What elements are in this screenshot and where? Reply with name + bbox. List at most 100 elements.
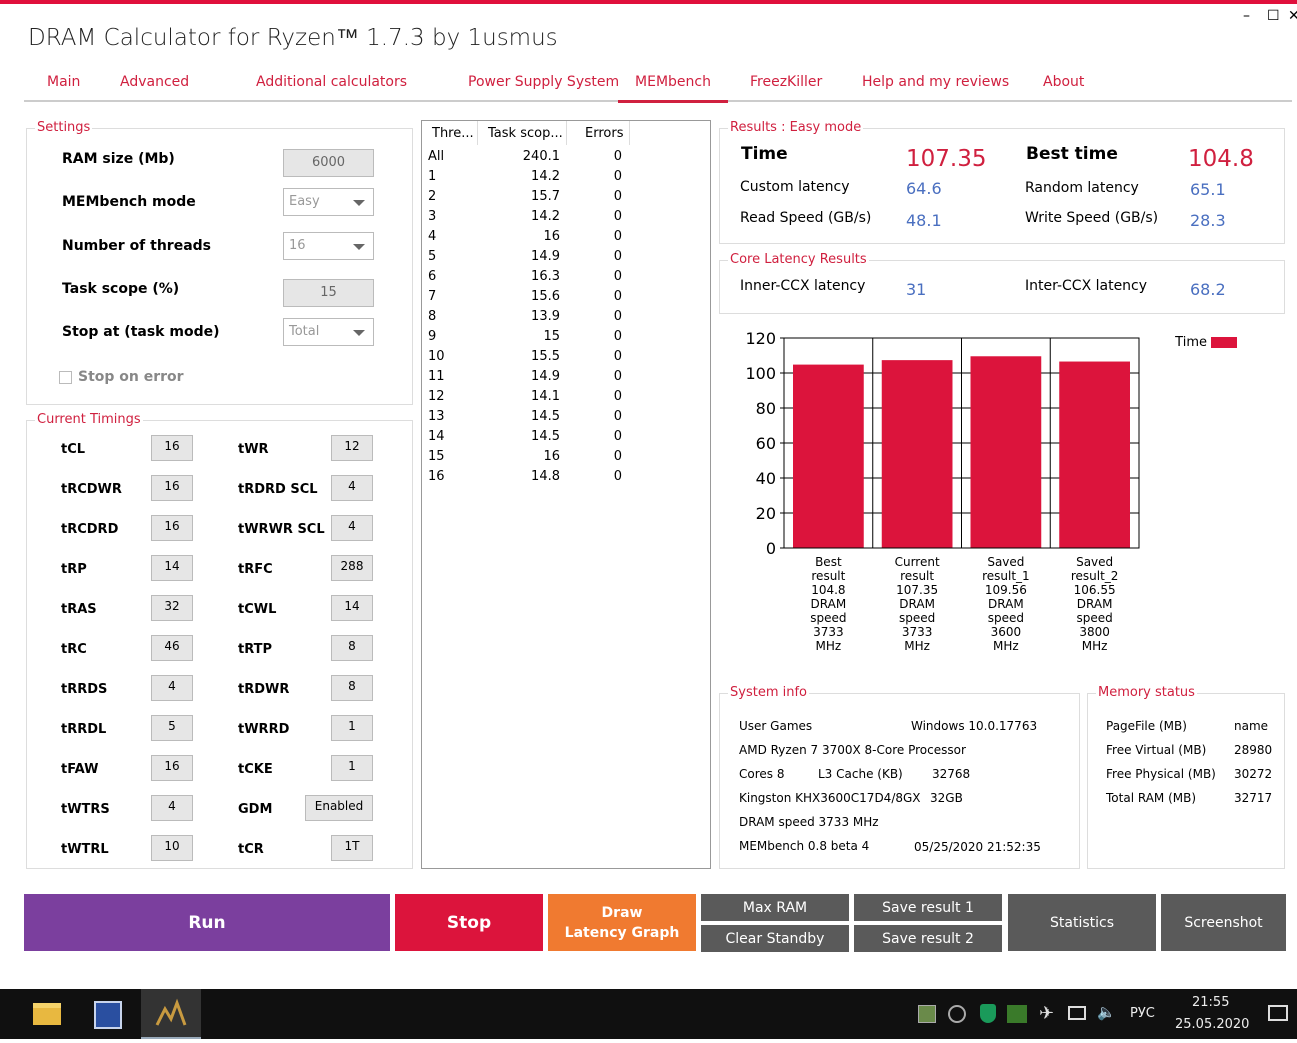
timing-value[interactable]: Enabled: [305, 795, 373, 821]
tray-monitor-icon[interactable]: [1068, 1006, 1086, 1020]
table-row[interactable]: 2 15.7 0: [422, 189, 710, 209]
memory-status-title: Memory status: [1096, 685, 1197, 700]
close-button[interactable]: ✕: [1288, 8, 1297, 24]
table-row[interactable]: 5 14.9 0: [422, 249, 710, 269]
timing-value[interactable]: 16: [151, 515, 193, 541]
timing-value[interactable]: 32: [151, 595, 193, 621]
tray-shield-icon[interactable]: [980, 1004, 996, 1023]
time-value: 107.35: [906, 146, 987, 172]
stop-button[interactable]: Stop: [395, 894, 543, 951]
tab-power-supply-system[interactable]: Power Supply System: [468, 74, 620, 90]
table-row[interactable]: 12 14.1 0: [422, 389, 710, 409]
timing-value[interactable]: 8: [331, 635, 373, 661]
timing-value[interactable]: 14: [151, 555, 193, 581]
header-threads[interactable]: Thre...: [432, 126, 474, 141]
table-row[interactable]: 15 16 0: [422, 449, 710, 469]
tray-nvidia-icon[interactable]: [1007, 1005, 1027, 1023]
maximize-button[interactable]: ☐: [1267, 8, 1280, 24]
timing-value[interactable]: 1: [331, 715, 373, 741]
tray-volume-icon[interactable]: 🔈: [1097, 1003, 1116, 1021]
timing-value[interactable]: 16: [151, 755, 193, 781]
timing-label: tRDRD SCL: [238, 482, 318, 497]
tray-date[interactable]: 25.05.2020: [1175, 1017, 1250, 1032]
tab-membench[interactable]: MEMbench: [618, 74, 728, 103]
timing-value[interactable]: 1: [331, 755, 373, 781]
threads-select[interactable]: 16: [283, 232, 374, 260]
stop-at-select[interactable]: Total: [283, 318, 374, 346]
timing-value[interactable]: 4: [151, 795, 193, 821]
table-row[interactable]: 14 14.5 0: [422, 429, 710, 449]
timing-value[interactable]: 8: [331, 675, 373, 701]
minimize-button[interactable]: –: [1243, 8, 1250, 24]
table-row[interactable]: 7 15.6 0: [422, 289, 710, 309]
ram-size-input[interactable]: 6000: [283, 149, 374, 177]
timing-value[interactable]: 4: [331, 475, 373, 501]
timing-label: GDM: [238, 802, 273, 817]
tab-freezkiller[interactable]: FreezKiller: [750, 74, 823, 90]
timing-value[interactable]: 16: [151, 435, 193, 461]
save-result-2-button[interactable]: Save result 2: [854, 925, 1002, 952]
max-ram-button[interactable]: Max RAM: [701, 894, 849, 921]
timing-value[interactable]: 46: [151, 635, 193, 661]
run-button[interactable]: Run: [24, 894, 390, 951]
x-tick-label: Saved: [987, 555, 1024, 569]
timing-value[interactable]: 14: [331, 595, 373, 621]
timing-value[interactable]: 1T: [331, 835, 373, 861]
table-row[interactable]: 8 13.9 0: [422, 309, 710, 329]
x-tick-label: DRAM: [1077, 597, 1113, 611]
timing-value[interactable]: 4: [151, 675, 193, 701]
tray-language[interactable]: РУС: [1130, 1006, 1155, 1021]
table-row[interactable]: 13 14.5 0: [422, 409, 710, 429]
table-row[interactable]: 9 15 0: [422, 329, 710, 349]
memory-stat-value: name: [1234, 719, 1269, 733]
y-tick-label: 0: [766, 539, 776, 558]
tray-app-icon[interactable]: [918, 1005, 936, 1023]
draw-latency-graph-button[interactable]: Draw Latency Graph: [548, 894, 696, 951]
clear-standby-button[interactable]: Clear Standby: [701, 925, 849, 952]
tab-additional-calculators[interactable]: Additional calculators: [256, 74, 408, 90]
task-scope-input[interactable]: 15: [283, 279, 374, 307]
memory-stat-label: Total RAM (MB): [1106, 791, 1197, 805]
statistics-button[interactable]: Statistics: [1008, 894, 1156, 951]
task-scope-cell: 14.9: [531, 249, 560, 264]
table-row[interactable]: 4 16 0: [422, 229, 710, 249]
tab-advanced[interactable]: Advanced: [120, 74, 190, 90]
datetime: 05/25/2020 21:52:35: [914, 840, 1041, 854]
floppy-app-icon[interactable]: [94, 1001, 122, 1029]
table-row[interactable]: All 240.1 0: [422, 149, 710, 169]
table-row[interactable]: 16 14.8 0: [422, 469, 710, 489]
threads-label: Number of threads: [62, 238, 212, 254]
header-errors[interactable]: Errors: [585, 126, 624, 141]
tray-network-icon[interactable]: [948, 1005, 966, 1023]
tab-help-and-reviews[interactable]: Help and my reviews: [862, 74, 1010, 90]
screenshot-button[interactable]: Screenshot: [1161, 894, 1286, 951]
tray-time[interactable]: 21:55: [1192, 995, 1230, 1010]
table-row[interactable]: 1 14.2 0: [422, 169, 710, 189]
membench-mode-select[interactable]: Easy: [283, 188, 374, 216]
tab-main[interactable]: Main: [47, 74, 81, 90]
timing-label: tRFC: [238, 562, 273, 577]
table-row[interactable]: 3 14.2 0: [422, 209, 710, 229]
task-scope-cell: 16: [543, 229, 560, 244]
bar: [793, 364, 864, 548]
thread-cell: 12: [428, 389, 445, 404]
inter-ccx-label: Inter-CCX latency: [1025, 278, 1148, 294]
notifications-icon[interactable]: [1268, 1005, 1288, 1021]
save-result-1-button[interactable]: Save result 1: [854, 894, 1002, 921]
table-row[interactable]: 6 16.3 0: [422, 269, 710, 289]
timing-value[interactable]: 4: [331, 515, 373, 541]
dram-calculator-taskbar-button[interactable]: [141, 989, 201, 1039]
file-explorer-icon[interactable]: [33, 1003, 61, 1025]
header-task-scope[interactable]: Task scop...: [488, 126, 563, 141]
tab-about[interactable]: About: [1043, 74, 1085, 90]
timing-value[interactable]: 288: [331, 555, 373, 581]
errors-cell: 0: [613, 429, 622, 444]
timing-value[interactable]: 16: [151, 475, 193, 501]
timing-value[interactable]: 12: [331, 435, 373, 461]
table-row[interactable]: 10 15.5 0: [422, 349, 710, 369]
timing-value[interactable]: 5: [151, 715, 193, 741]
stop-on-error-checkbox[interactable]: [59, 371, 72, 384]
timing-value[interactable]: 10: [151, 835, 193, 861]
table-row[interactable]: 11 14.9 0: [422, 369, 710, 389]
tray-airplane-icon[interactable]: ✈: [1039, 1003, 1055, 1024]
